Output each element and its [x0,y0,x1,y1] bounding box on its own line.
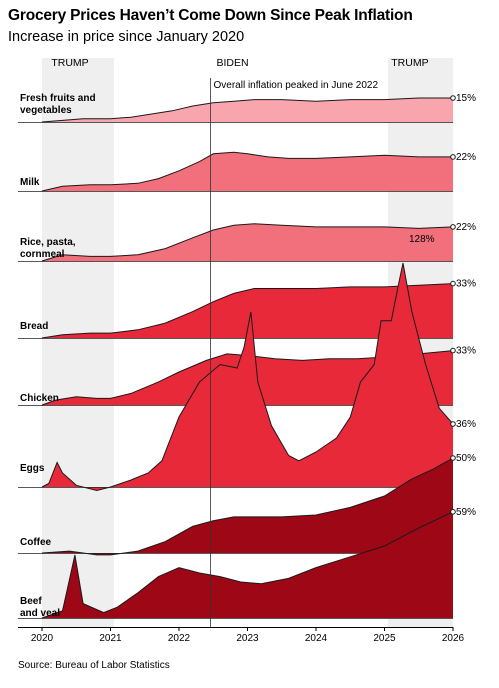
source-note: Source: Bureau of Labor Statistics [18,660,170,671]
series-area-fruit [42,98,453,122]
x-tick-label-2024: 2024 [305,633,328,644]
end-marker-coffee [450,455,456,461]
series-label-rice: Rice, pasta, cornmeal [20,237,76,260]
series-label-chicken: Chicken [20,393,59,404]
era-label-1: BIDEN [216,57,248,69]
end-label-bread: 33% [456,279,476,290]
era-label-0: TRUMP [51,57,88,69]
series-label-fruit: Fresh fruits and vegetables [20,93,96,116]
series-line-eggs [41,262,454,492]
chart-subtitle: Increase in price since January 2020 [8,29,245,45]
end-marker-chicken [450,347,456,354]
series-area-eggs [42,263,453,491]
series-label-bread: Bread [20,321,48,332]
end-label-beef: 59% [456,507,476,518]
series-label-milk: Milk [20,177,40,188]
x-tick-label-2020: 2020 [31,633,54,644]
series-area-coffee [42,458,453,555]
end-marker-milk [450,154,456,160]
eggs-peak-label: 128% [409,234,435,245]
end-marker-bread [450,280,456,287]
end-label-coffee: 50% [456,453,476,464]
x-tick-label-2023: 2023 [236,633,259,644]
series-label-eggs: Eggs [20,463,45,474]
series-line-chicken [41,350,454,406]
peak-inflation-note: Overall inflation peaked in June 2022 [214,80,379,91]
chart-title: Grocery Prices Haven’t Come Down Since P… [8,7,413,24]
series-area-bread [42,283,453,338]
series-line-bread [41,283,454,339]
x-tick-label-2025: 2025 [373,633,396,644]
series-line-milk [41,151,453,192]
x-tick-label-2022: 2022 [168,633,191,644]
era-label-2: TRUMP [391,57,428,69]
x-tick-label-2026: 2026 [442,633,465,644]
series-line-beef [41,511,454,619]
end-marker-beef [450,509,456,515]
series-label-coffee: Coffee [20,537,52,548]
end-label-eggs: 36% [456,419,476,430]
end-label-milk: 22% [456,152,476,163]
series-line-coffee [41,457,454,556]
end-marker-fruit [450,95,456,101]
series-line-fruit [41,97,453,123]
end-marker-eggs [450,421,456,427]
series-area-beef [42,511,453,618]
x-tick-label-2021: 2021 [99,633,122,644]
end-marker-rice [450,224,456,230]
end-label-chicken: 33% [456,346,476,357]
era-shading-0 [42,58,114,627]
end-label-rice: 22% [456,222,476,233]
series-label-beef: Beef and veal [20,596,60,619]
end-label-fruit: 15% [456,93,476,104]
series-area-milk [42,152,453,191]
series-area-rice [42,223,453,261]
series-line-rice [41,223,454,262]
